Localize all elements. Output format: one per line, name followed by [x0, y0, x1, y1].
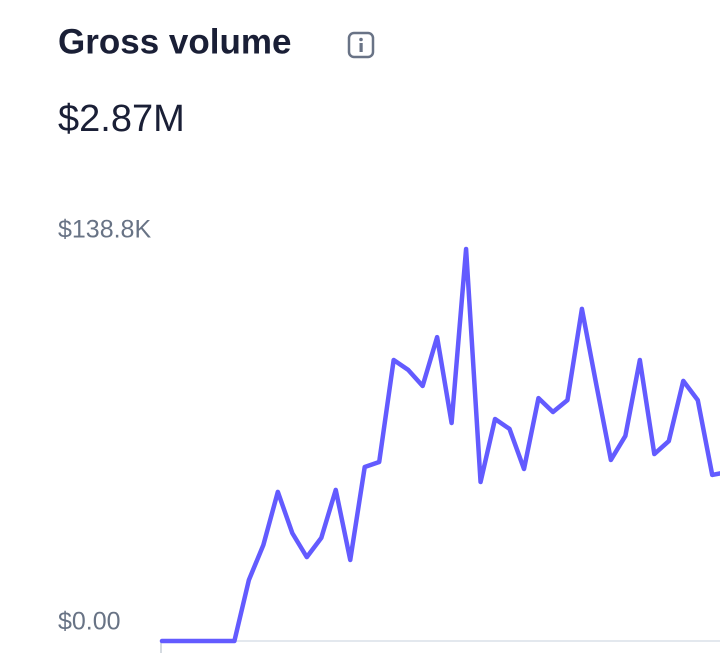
info-icon-dot	[359, 37, 363, 42]
y-tick-label: $138.8K	[58, 216, 151, 244]
info-icon-frame	[347, 31, 375, 59]
chart-title: Gross volume	[58, 22, 291, 61]
line	[159, 246, 720, 644]
y-tick-label: $0.00	[58, 608, 121, 636]
info-icon[interactable]	[347, 31, 375, 59]
info-icon-bar	[359, 43, 363, 52]
chart-subtitle: $2.87M	[58, 98, 185, 140]
